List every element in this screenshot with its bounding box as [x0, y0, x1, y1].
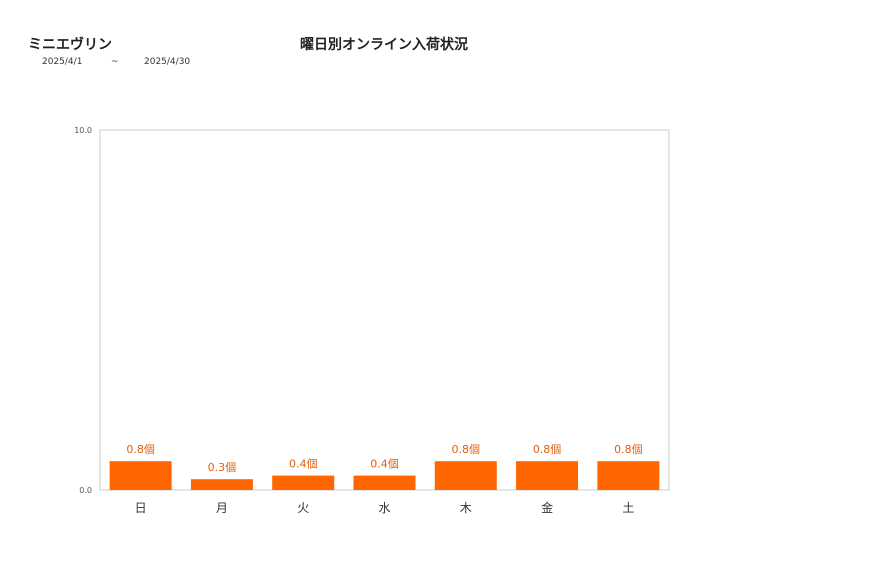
bar-4	[434, 461, 497, 490]
data-label-6: 0.8個	[614, 443, 643, 456]
chart-title: 曜日別オンライン入荷状況	[300, 37, 468, 53]
category-label-2: 火	[297, 501, 309, 515]
category-label-5: 金	[541, 500, 553, 515]
bar-5	[516, 461, 579, 490]
bar-6	[597, 461, 660, 490]
category-label-1: 月	[216, 501, 228, 515]
y-tick-label-min: 0.0	[79, 486, 92, 495]
data-label-0: 0.8個	[126, 443, 155, 456]
bar-1	[190, 479, 253, 490]
category-label-4: 木	[460, 501, 472, 515]
data-label-4: 0.8個	[452, 443, 481, 456]
plot-frame	[99, 129, 670, 491]
category-label-0: 日	[135, 501, 147, 515]
category-label-6: 土	[622, 501, 634, 515]
data-label-5: 0.8個	[533, 443, 562, 456]
data-label-1: 0.3個	[208, 461, 237, 474]
product-name: ミニエヴリン	[28, 37, 112, 53]
bar-series: 0.8個日 0.3個月 0.4個火 0.4個水 0.8個木 0.8個金 0.8個土	[109, 443, 660, 515]
data-label-2: 0.4個	[289, 458, 318, 471]
category-label-3: 水	[378, 501, 390, 515]
period-separator: ~	[111, 57, 119, 67]
bar-3	[353, 475, 416, 490]
bar-0	[109, 461, 172, 490]
data-label-3: 0.4個	[370, 458, 399, 471]
period-end: 2025/4/30	[144, 57, 191, 67]
period-start: 2025/4/1	[42, 57, 83, 67]
y-tick-label-max: 10.0	[74, 126, 92, 135]
bar-2	[272, 475, 335, 490]
